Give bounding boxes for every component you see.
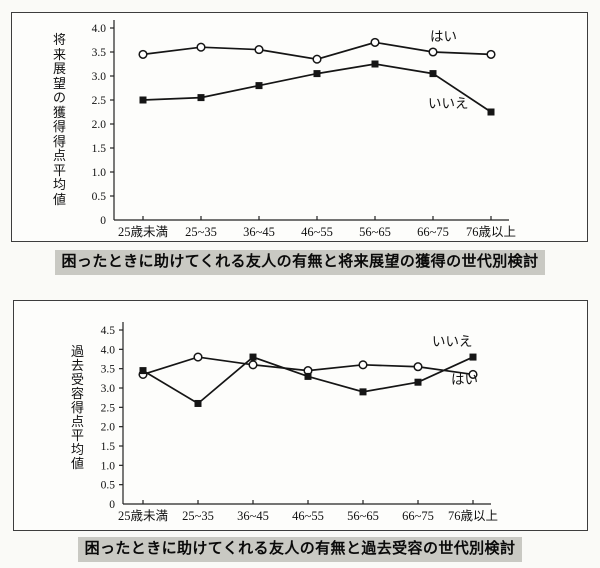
series-line-no [142, 356, 474, 405]
data-point-square [197, 94, 205, 102]
y-tick-label: 3.5 [92, 47, 107, 59]
x-tick-label: 56~65 [347, 509, 379, 523]
data-point-circle [428, 47, 438, 57]
data-point-circle [254, 45, 264, 55]
x-tick-label: 56~65 [359, 225, 391, 239]
x-tick-label: 25歳未満 [118, 225, 168, 239]
y-tick-label: 2.5 [101, 402, 116, 414]
data-point-square [304, 372, 312, 380]
y-tick-label: 1.5 [92, 143, 107, 155]
data-point-circle [413, 362, 423, 372]
y-tick-label: 2.0 [92, 119, 107, 131]
data-point-circle [248, 360, 258, 370]
future-outlook-chart-panel: 将来展望の獲得得点平均値 0.5 1.0 1.5 2.0 2.5 3.0 3.5 4.0 0 25… [11, 12, 588, 242]
y-tick-label: 3.0 [92, 71, 107, 83]
y-tick-label: 3.0 [101, 383, 116, 395]
x-tick-label: 76歳以上 [466, 225, 516, 239]
data-point-square [371, 60, 379, 68]
y-tick-label: 4.0 [92, 23, 107, 35]
series-label: いいえ [432, 334, 473, 349]
y-tick-label: 4.0 [101, 344, 116, 356]
caption-future-outlook: 困ったときに助けてくれる友人の有無と将来展望の獲得の世代別検討 [54, 250, 546, 275]
data-point-circle [312, 54, 322, 64]
y-tick-label: 0.5 [101, 480, 116, 492]
data-point-square [194, 399, 202, 407]
x-tick-label: 36~45 [237, 509, 269, 523]
data-point-square [414, 378, 422, 386]
data-point-circle [138, 49, 148, 59]
y-axis-title-past-acceptance: 過去受容得点平均値 [70, 344, 84, 471]
x-tick-label: 25~35 [182, 509, 214, 523]
data-point-circle [486, 49, 496, 59]
x-tick-label: 46~55 [292, 509, 324, 523]
x-tick-label: 66~75 [402, 509, 434, 523]
data-point-square [249, 353, 257, 361]
x-tick-label: 36~45 [243, 225, 275, 239]
y-tick-label: 2.5 [92, 95, 107, 107]
x-tick-label: 46~55 [301, 225, 333, 239]
x-tick-label: 76歳以上 [448, 509, 498, 523]
y-tick-label: 4.5 [101, 325, 116, 337]
data-point-square [429, 70, 437, 78]
data-point-square [255, 82, 263, 90]
x-tick-label: 25歳未満 [118, 509, 168, 523]
data-point-square [487, 108, 495, 116]
data-point-circle [193, 352, 203, 362]
y-axis-title-future-outlook: 将来展望の獲得得点平均値 [52, 32, 66, 207]
series-label: はい [451, 372, 478, 387]
data-point-circle [196, 42, 206, 52]
data-point-circle [370, 37, 380, 47]
data-point-circle [358, 360, 368, 370]
y-tick-label: 3.5 [101, 364, 116, 376]
caption-row-2: 困ったときに助けてくれる友人の有無と過去受容の世代別検討 [0, 537, 600, 562]
series-label: はい [430, 29, 457, 44]
y-tick-label: 2.0 [101, 422, 116, 434]
y-tick-label: 0.5 [92, 191, 107, 203]
data-point-square [469, 353, 477, 361]
y-tick-label: 1.5 [101, 441, 116, 453]
data-point-square [313, 70, 321, 78]
caption-row-1: 困ったときに助けてくれる友人の有無と将来展望の獲得の世代別検討 [0, 250, 600, 275]
data-point-square [359, 388, 367, 396]
y-tick-label: 0 [109, 499, 115, 511]
caption-past-acceptance: 困ったときに助けてくれる友人の有無と過去受容の世代別検討 [77, 537, 523, 562]
data-point-circle [468, 369, 478, 380]
past-acceptance-chart-panel: 過去受容得点平均値 0.5 1.0 1.5 2.0 2.5 3.0 3.5 4.0 4.5 0 25… [13, 300, 588, 531]
data-point-square [139, 96, 147, 104]
x-tick-label: 66~75 [417, 225, 449, 239]
x-tick-label: 25~35 [185, 225, 217, 239]
y-tick-label: 0 [100, 215, 106, 227]
y-tick-label: 1.0 [101, 460, 116, 472]
future-outlook-plot: 0.5 1.0 1.5 2.0 2.5 3.0 3.5 4.0 0 25歳未満 25~35 36~45… [92, 20, 516, 239]
series-label: いいえ [428, 96, 469, 111]
y-tick-label: 1.0 [92, 167, 107, 179]
data-point-square [139, 367, 147, 375]
